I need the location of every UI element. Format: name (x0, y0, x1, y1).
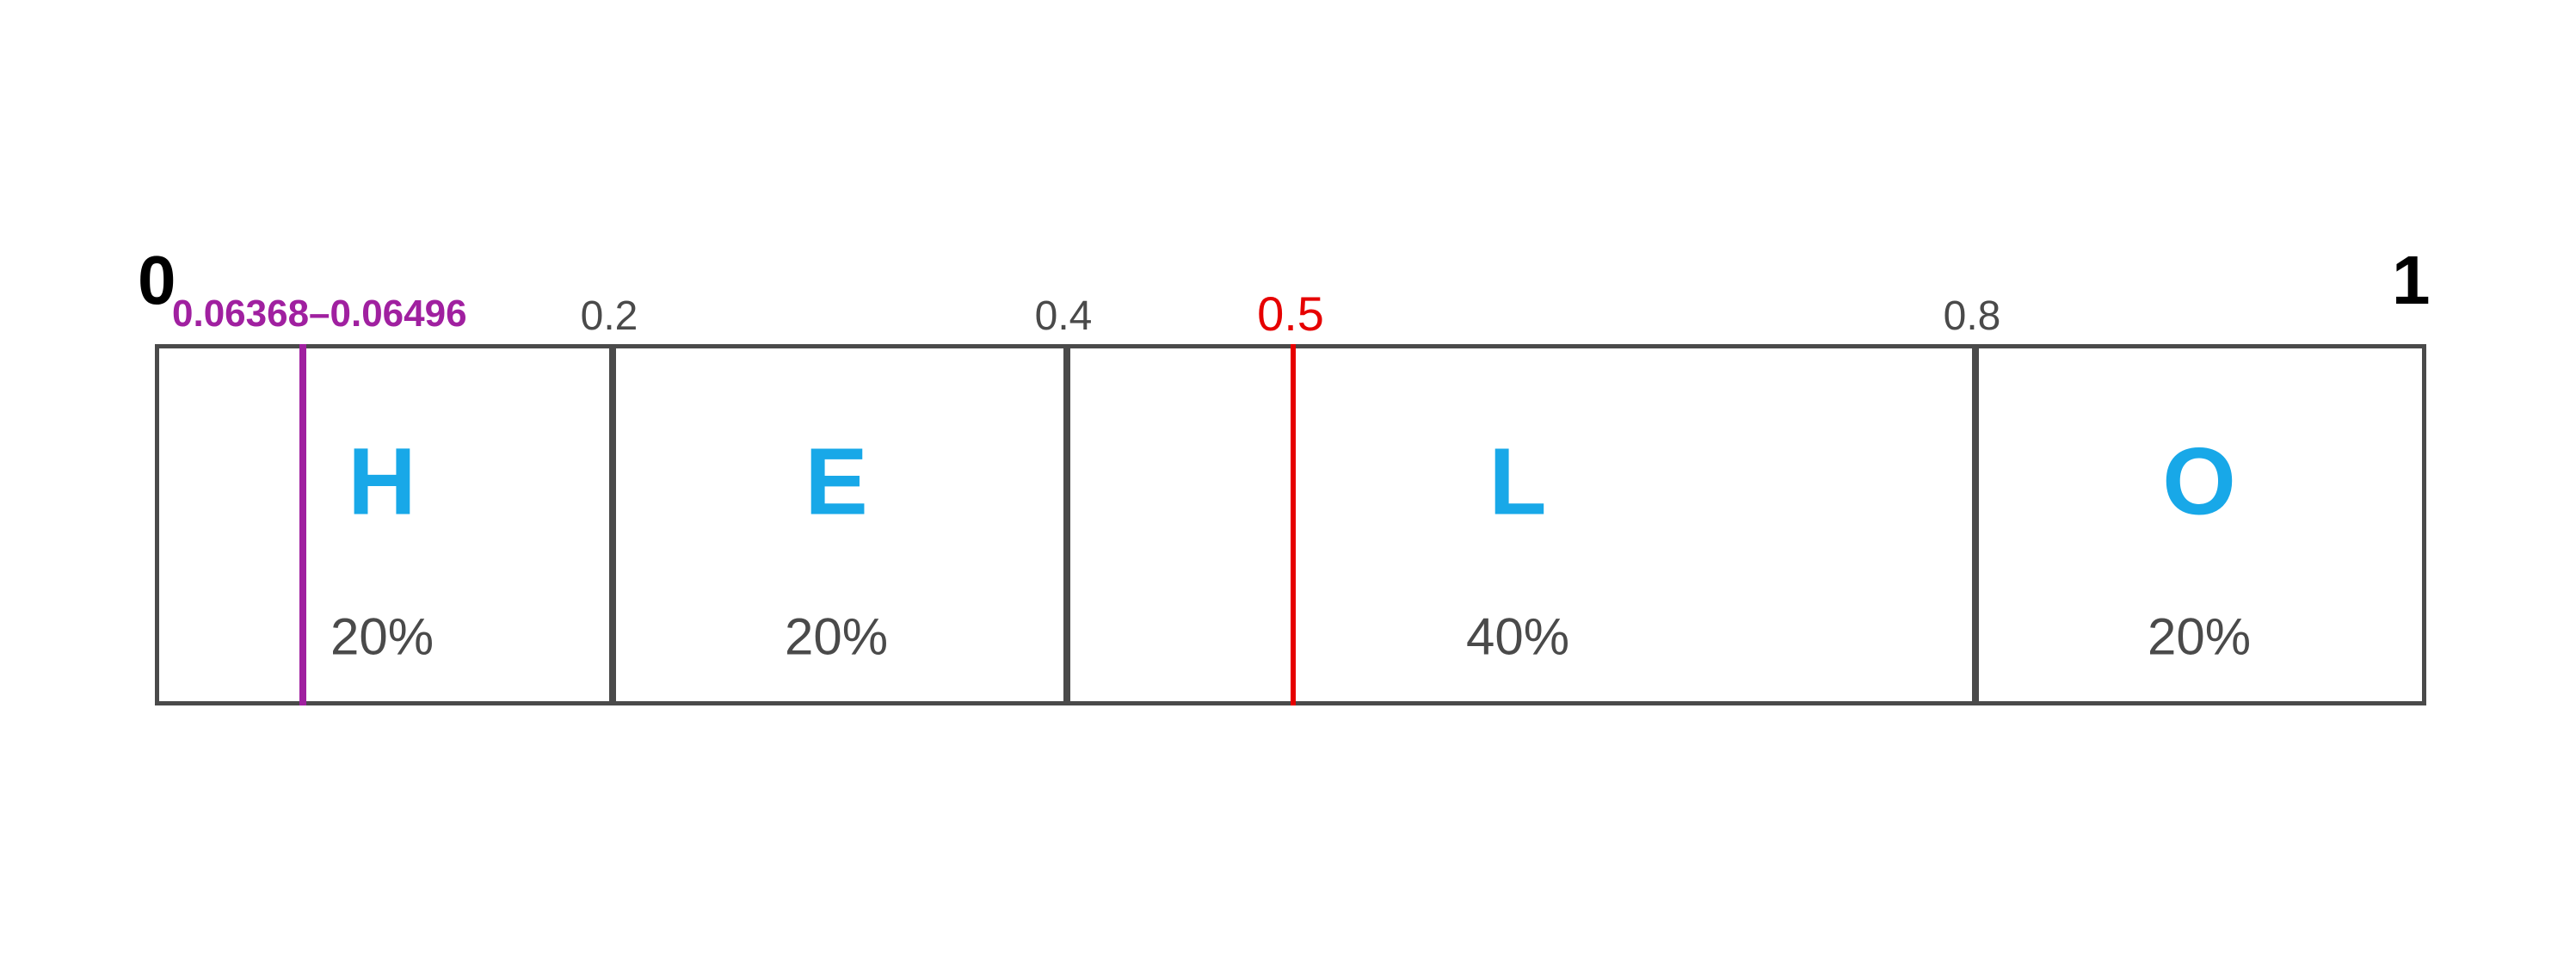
highlight-tick-line (1291, 344, 1296, 705)
segment-pct-1: 20% (785, 607, 888, 667)
segment-pct-0: 20% (330, 607, 434, 667)
endpoint-start: 0 (138, 241, 176, 320)
range-marker-label: 0.06368–0.06496 (172, 293, 467, 336)
tick-1-line (1063, 344, 1070, 705)
highlight-tick-label: 0.5 (1257, 286, 1324, 342)
tick-0-label: 0.2 (581, 293, 638, 340)
segment-letter-1: E (804, 428, 867, 537)
tick-2-label: 0.8 (1944, 293, 2001, 340)
endpoint-end: 1 (2392, 241, 2431, 320)
tick-2-line (1972, 344, 1979, 705)
range-marker-line-1 (302, 344, 306, 705)
segment-letter-2: L (1488, 428, 1546, 537)
arithmetic-coding-diagram: 0 1 0.06368–0.06496 0.2 0.4 0.8 0.5 H 20% E 20%… (0, 0, 2576, 961)
tick-1-label: 0.4 (1035, 293, 1093, 340)
segment-pct-2: 40% (1466, 607, 1569, 667)
tick-0-line (609, 344, 616, 705)
segment-letter-3: O (2162, 428, 2236, 537)
segment-pct-3: 20% (2148, 607, 2251, 667)
segment-letter-0: H (348, 428, 416, 537)
